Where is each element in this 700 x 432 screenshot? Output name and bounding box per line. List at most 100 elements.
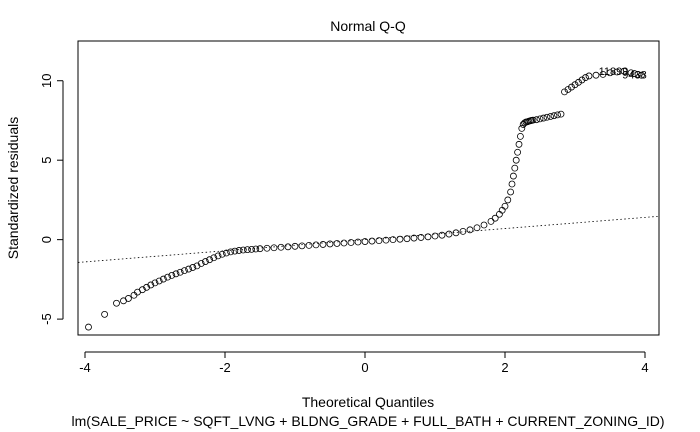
data-point <box>130 291 138 299</box>
model-formula-subtitle: lm(SALE_PRICE ~ SQFT_LVNG + BLDNG_GRADE … <box>71 413 664 429</box>
data-point <box>113 299 120 307</box>
data-point <box>354 238 362 246</box>
data-point <box>164 273 172 281</box>
data-point <box>277 243 285 251</box>
data-point <box>550 112 558 120</box>
plot-box <box>77 40 660 336</box>
data-point <box>606 69 614 77</box>
data-point <box>214 252 222 260</box>
data-point <box>473 224 481 232</box>
data-point <box>151 279 159 287</box>
data-point <box>284 243 292 251</box>
data-point <box>248 245 256 253</box>
data-point <box>627 69 635 77</box>
point-label: 9438 <box>622 69 646 81</box>
data-point <box>101 310 108 318</box>
data-point <box>561 88 568 96</box>
data-point <box>206 256 214 264</box>
data-point <box>256 245 264 253</box>
x-tick-label: 0 <box>361 360 368 375</box>
data-point <box>298 242 306 250</box>
data-point <box>333 240 341 247</box>
data-point <box>201 258 209 265</box>
data-point <box>176 268 184 276</box>
x-tick-label: -2 <box>219 360 231 375</box>
point-label: 11899 <box>599 66 629 78</box>
data-point <box>452 229 460 237</box>
data-point <box>263 244 271 252</box>
data-point <box>511 164 519 172</box>
data-point <box>210 254 218 262</box>
data-point <box>507 188 515 196</box>
data-point <box>197 260 205 267</box>
data-point <box>438 231 446 239</box>
data-point <box>403 235 411 243</box>
y-axis: -5 0 5 10 <box>39 73 64 325</box>
data-point <box>189 264 197 271</box>
data-point <box>239 246 247 254</box>
data-point <box>235 247 243 254</box>
data-point <box>491 214 499 222</box>
data-point <box>536 115 544 123</box>
y-tick-label: 10 <box>39 73 54 87</box>
data-point <box>517 132 524 140</box>
points-group <box>85 67 645 331</box>
data-point <box>218 250 226 258</box>
data-point <box>172 270 180 278</box>
data-point <box>487 217 495 225</box>
data-point <box>529 116 537 124</box>
data-point <box>557 110 565 118</box>
data-point <box>347 239 355 246</box>
data-point <box>575 78 582 86</box>
reference-line <box>77 215 660 263</box>
data-point <box>510 172 517 180</box>
data-point <box>533 116 540 124</box>
data-point <box>319 241 327 248</box>
chart-title: Normal Q-Q <box>330 18 406 34</box>
data-point <box>424 233 432 241</box>
data-point <box>410 234 418 242</box>
data-point <box>193 262 201 270</box>
data-point <box>252 245 260 253</box>
data-point <box>515 140 523 148</box>
data-point <box>620 67 628 75</box>
data-point <box>613 68 621 76</box>
data-point <box>375 237 383 245</box>
data-point <box>634 70 642 78</box>
data-point <box>578 76 586 84</box>
data-point <box>445 230 453 238</box>
data-point <box>168 272 176 279</box>
data-point <box>582 74 589 81</box>
data-point <box>361 238 369 245</box>
data-point <box>540 114 547 122</box>
data-point <box>138 286 146 294</box>
data-point <box>227 248 235 256</box>
data-point <box>340 239 348 247</box>
data-point <box>501 202 509 210</box>
data-point <box>638 71 645 79</box>
data-point <box>389 236 397 244</box>
y-tick-label: 0 <box>39 236 54 243</box>
data-point <box>564 86 572 93</box>
data-point <box>382 236 390 244</box>
x-tick-label: 4 <box>641 360 648 375</box>
data-point <box>543 113 551 121</box>
data-point <box>85 323 92 331</box>
data-point <box>143 283 151 291</box>
y-axis-label: Standardized residuals <box>5 117 21 259</box>
data-point <box>547 113 554 120</box>
data-point <box>396 235 404 243</box>
y-tick-label: 5 <box>39 157 54 164</box>
data-point <box>512 156 520 164</box>
data-point <box>305 241 313 249</box>
data-point <box>585 72 593 80</box>
data-point <box>459 227 467 235</box>
data-point <box>592 71 600 79</box>
x-axis-label: Theoretical Quantiles <box>302 394 434 410</box>
x-tick-label: 2 <box>501 360 508 375</box>
data-point <box>466 226 474 234</box>
data-point <box>518 125 526 132</box>
data-point <box>417 234 425 241</box>
